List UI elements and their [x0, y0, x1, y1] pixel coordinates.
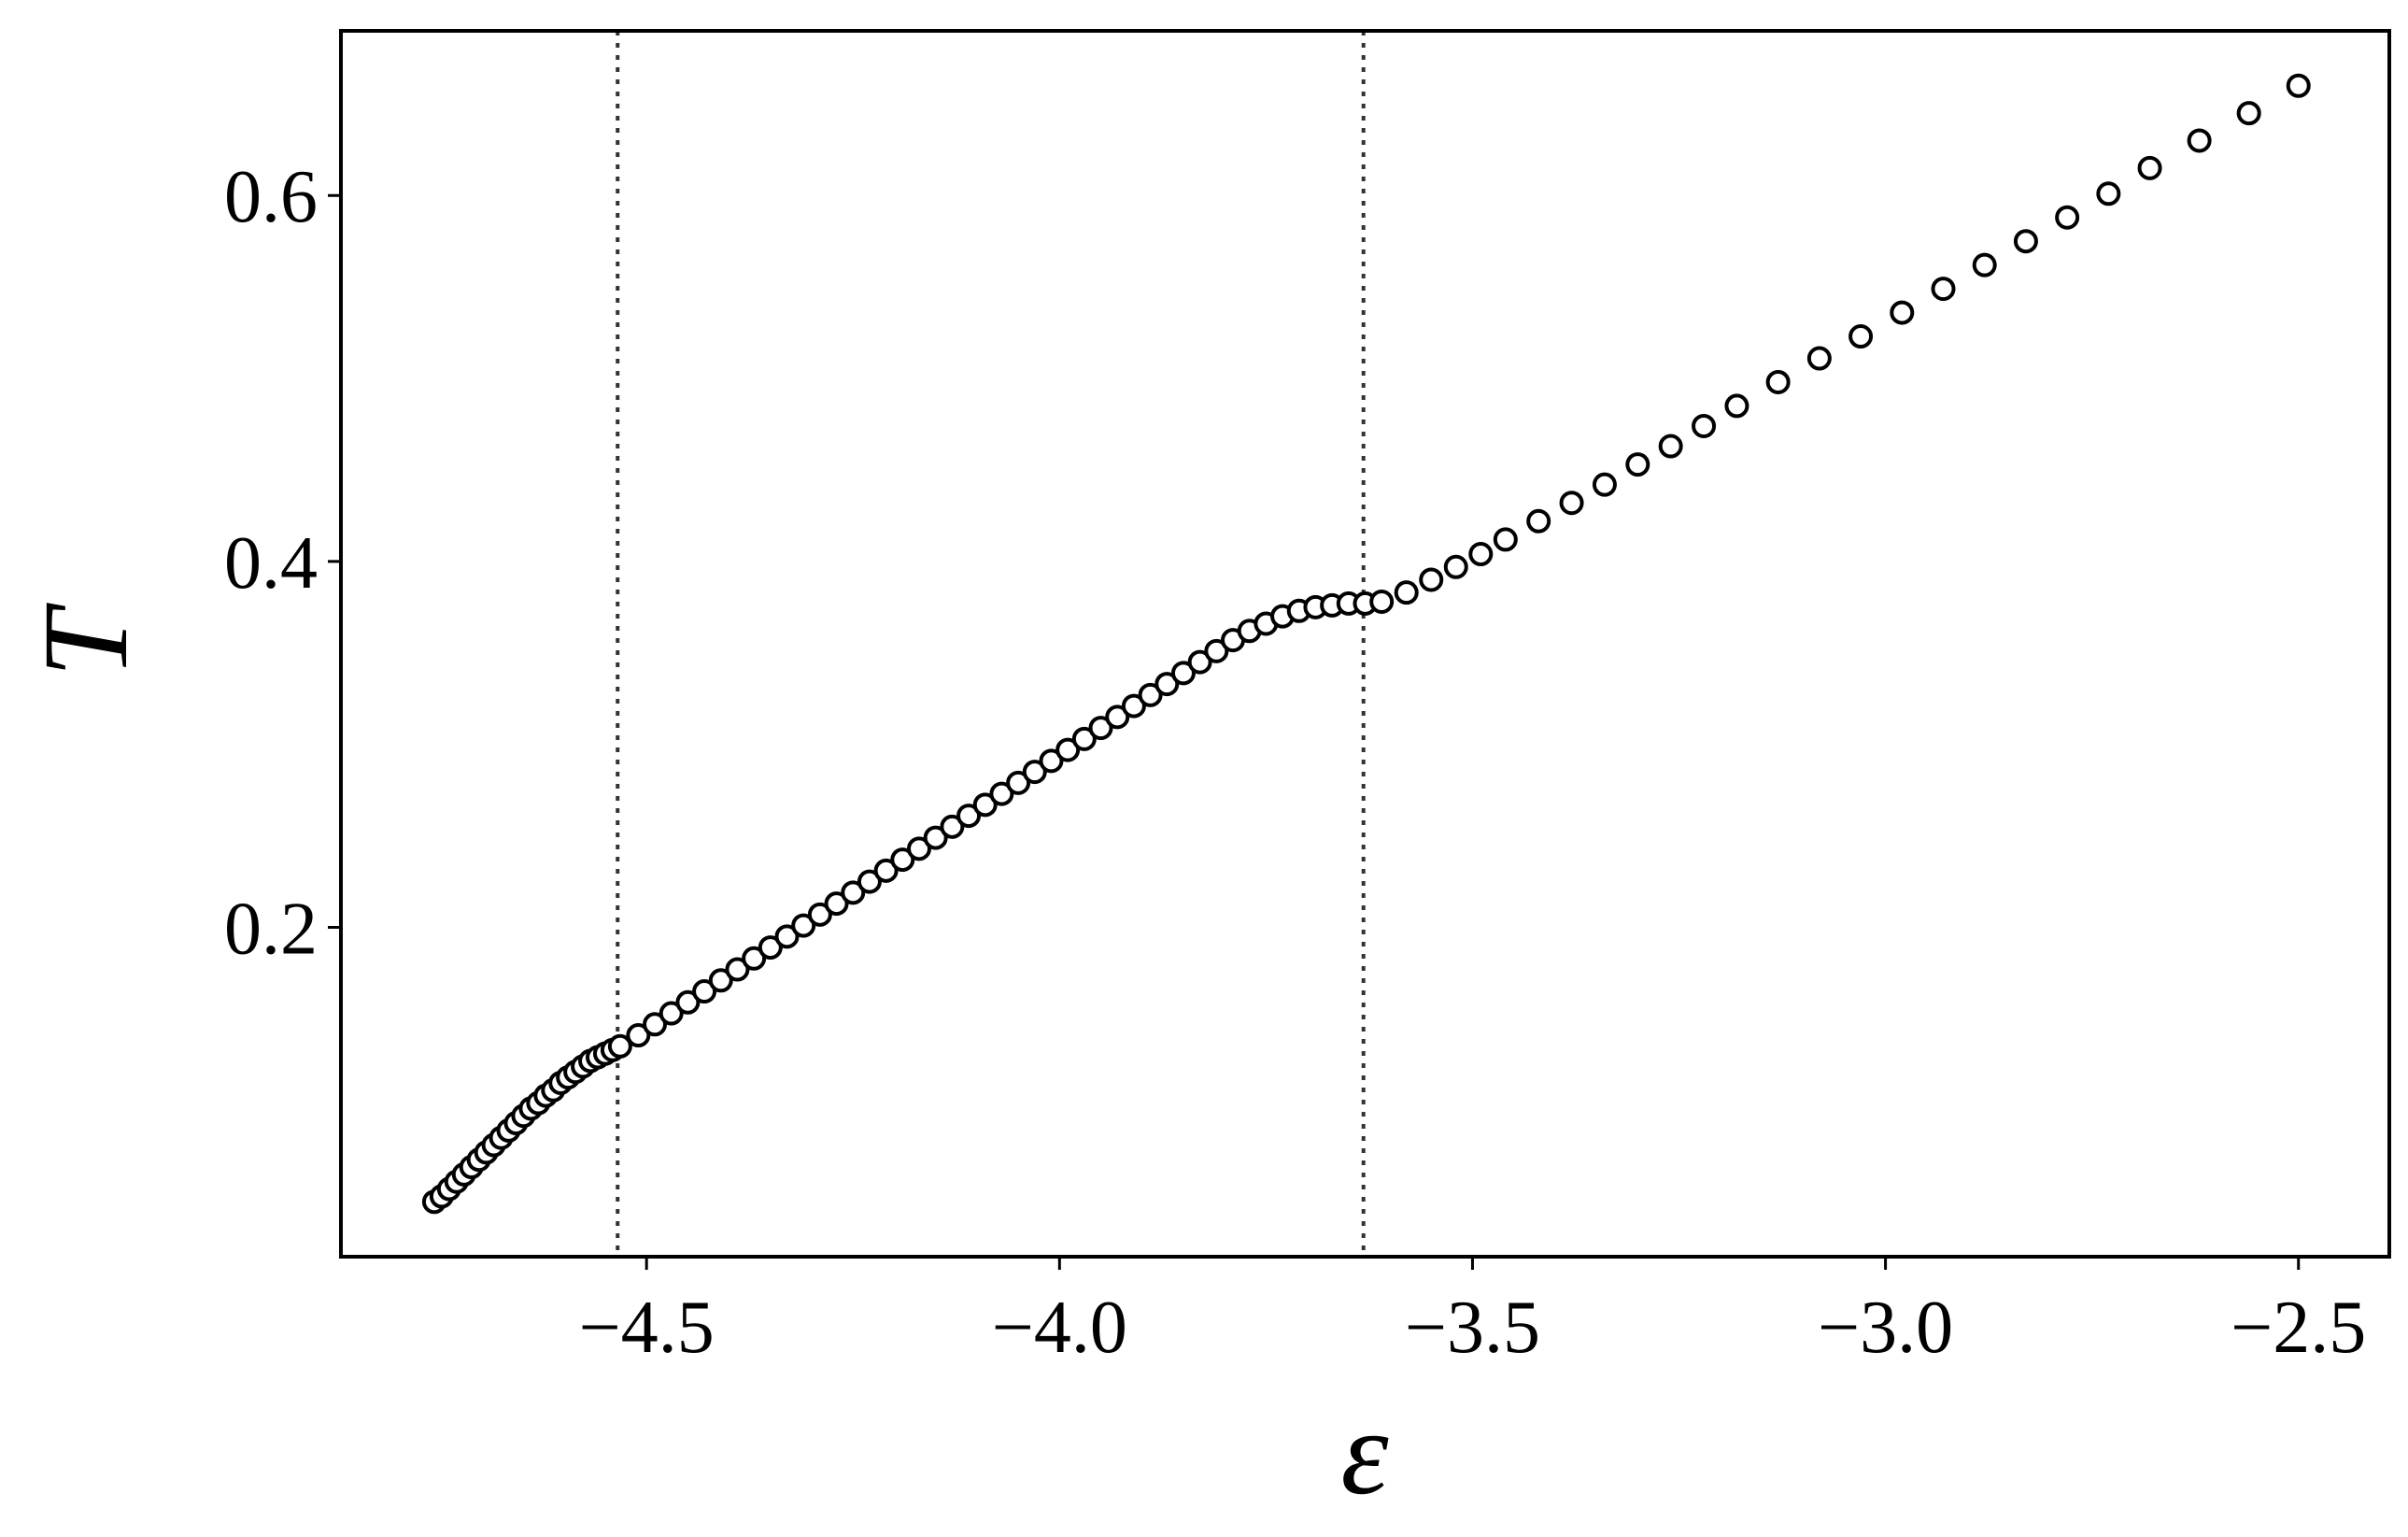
data-point [923, 825, 948, 850]
x-tick-label: −4.0 [992, 1287, 1127, 1369]
data-point [626, 1023, 651, 1048]
data-point [2055, 205, 2080, 230]
data-point [807, 902, 832, 927]
x-axis-ticks: −4.5 −4.0 −3.5 −3.0 −2.5 [579, 1257, 2366, 1369]
data-point [1121, 693, 1146, 719]
data-point [1039, 748, 1064, 774]
data-point [1724, 393, 1749, 419]
data-point [607, 1033, 632, 1059]
data-points [421, 73, 2311, 1215]
data-point [1369, 589, 1395, 614]
y-axis-ticks: 0.2 0.4 0.6 [224, 156, 341, 971]
data-point [708, 968, 733, 993]
x-tick-label: −2.5 [2231, 1287, 2366, 1369]
data-point [1187, 649, 1212, 675]
data-point [857, 869, 882, 894]
y-tick-label: 0.2 [224, 889, 318, 971]
data-point [1890, 300, 1915, 325]
data-point [692, 979, 717, 1004]
data-point [1006, 770, 1031, 795]
data-point [643, 1012, 668, 1037]
data-point [1592, 472, 1617, 497]
y-tick-label: 0.4 [224, 522, 318, 605]
data-point [1055, 737, 1081, 762]
x-tick-label: −3.0 [1818, 1287, 1953, 1369]
data-point [1105, 704, 1130, 730]
data-point [675, 989, 701, 1015]
data-point [972, 792, 998, 818]
data-point [791, 913, 816, 938]
data-point [940, 814, 965, 839]
data-point [1022, 760, 1047, 785]
y-tick-label: 0.6 [224, 156, 318, 238]
data-point [1931, 277, 1956, 302]
data-point [2286, 73, 2311, 98]
data-point [1443, 554, 1468, 579]
data-point [989, 781, 1014, 806]
data-point [956, 804, 982, 829]
data-point [1493, 527, 1518, 552]
x-tick-label: −4.5 [579, 1287, 715, 1369]
data-point [1559, 491, 1584, 516]
data-point [1848, 324, 1874, 349]
data-point [774, 924, 800, 949]
data-point [2236, 101, 2261, 126]
data-point [1419, 567, 1444, 592]
data-point [1394, 580, 1419, 605]
data-point [1658, 434, 1683, 459]
x-tick-label: −3.5 [1405, 1287, 1540, 1369]
data-point [873, 858, 899, 883]
data-point [1138, 682, 1163, 707]
data-point [758, 935, 783, 961]
x-axis-title: ε [1340, 1386, 1389, 1520]
data-point [659, 1001, 684, 1026]
data-point [2096, 181, 2121, 206]
data-point [1806, 346, 1832, 371]
data-point [1765, 369, 1791, 394]
data-point [1071, 726, 1097, 751]
data-point [725, 957, 750, 982]
data-point [1468, 542, 1494, 567]
data-point [1154, 672, 1180, 697]
data-point [1692, 413, 1717, 438]
data-point [1972, 252, 1997, 278]
data-point [1204, 638, 1229, 663]
data-point [742, 946, 767, 971]
data-point [1170, 661, 1196, 686]
reference-lines [616, 31, 1366, 1257]
data-point [890, 847, 915, 873]
data-point [1526, 508, 1551, 534]
data-point [824, 891, 849, 917]
data-point [841, 880, 866, 905]
data-point [2187, 128, 2212, 153]
data-point [2137, 155, 2162, 180]
data-point [2013, 229, 2038, 254]
plot-frame [339, 29, 2391, 1259]
data-point [906, 836, 931, 861]
y-axis-title: T [19, 603, 153, 677]
data-point [1088, 716, 1113, 741]
data-point [1625, 452, 1650, 477]
